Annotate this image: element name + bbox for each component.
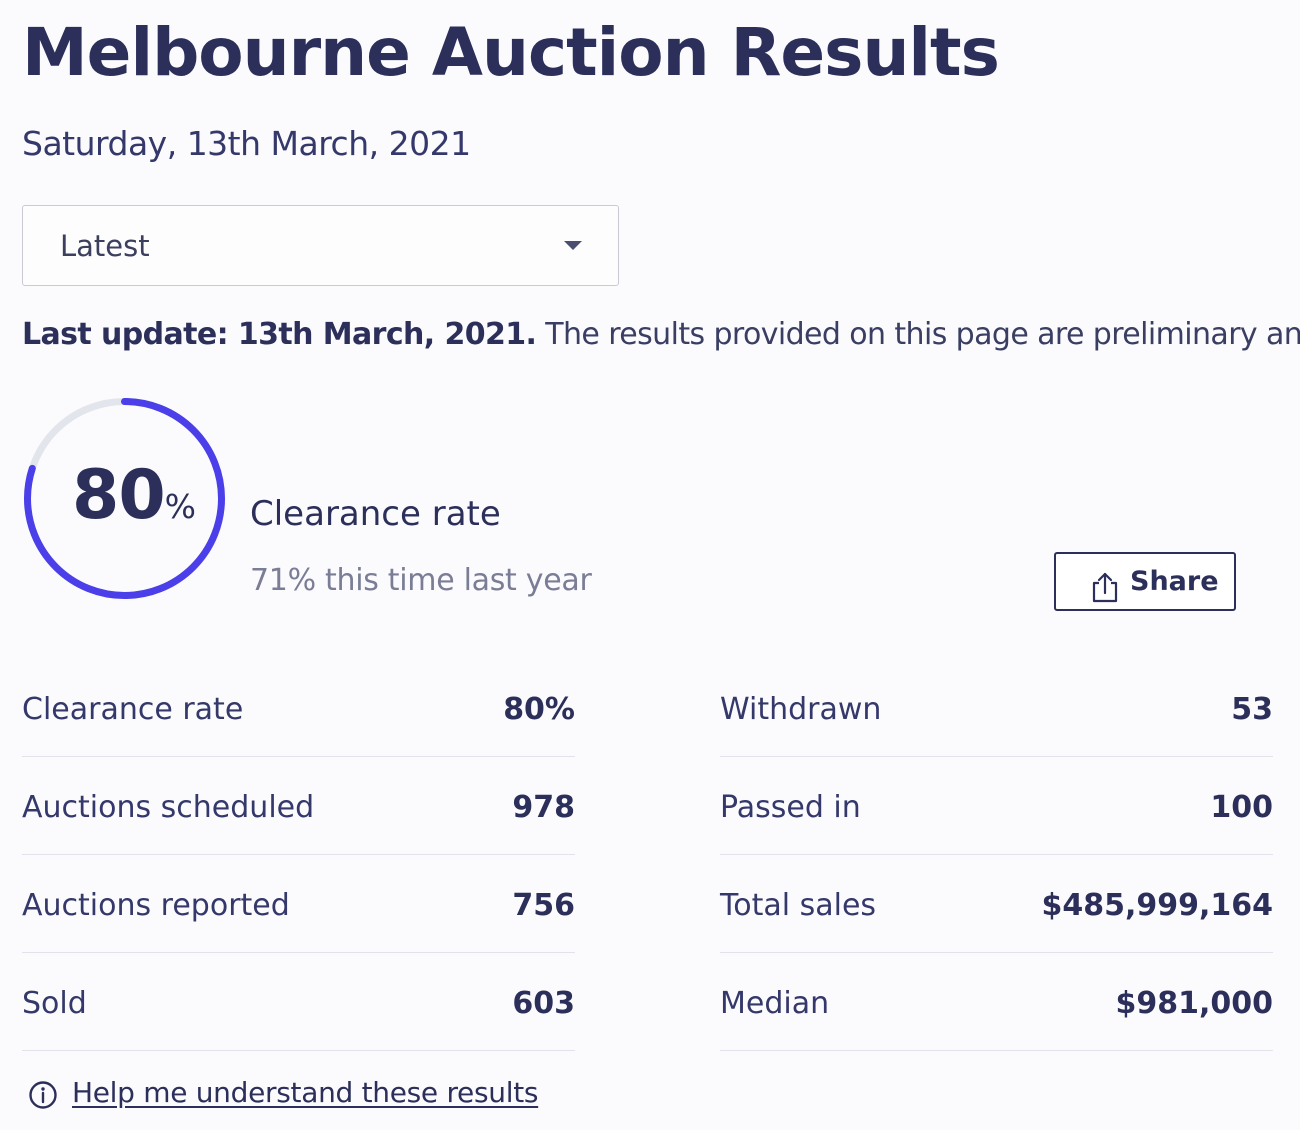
stats-table-right: Withdrawn 53 Passed in 100 Total sales $… <box>720 660 1273 1051</box>
clearance-rate-label: Clearance rate <box>250 494 501 534</box>
stat-row-auctions-reported: Auctions reported 756 <box>22 856 575 953</box>
stat-row-total-sales: Total sales $485,999,164 <box>720 856 1273 953</box>
stat-value: $485,999,164 <box>1041 888 1273 923</box>
stat-row-clearance-rate: Clearance rate 80% <box>22 660 575 757</box>
stat-label: Auctions reported <box>22 888 290 923</box>
share-button[interactable]: Share <box>1054 552 1236 611</box>
stat-label: Total sales <box>720 888 877 923</box>
auction-date: Saturday, 13th March, 2021 <box>22 124 471 163</box>
last-update-text: The results provided on this page are pr… <box>545 317 1300 352</box>
stat-label: Withdrawn <box>720 692 882 727</box>
stat-value: 978 <box>512 790 575 825</box>
page-title: Melbourne Auction Results <box>22 14 1000 91</box>
results-period-select[interactable]: Latest <box>22 205 619 286</box>
clearance-rate-big: 80% <box>72 456 196 535</box>
stat-row-passed-in: Passed in 100 <box>720 758 1273 855</box>
stat-label: Passed in <box>720 790 861 825</box>
last-update-date: Last update: 13th March, 2021. <box>22 317 537 352</box>
results-period-value: Latest <box>60 229 150 263</box>
stat-label: Auctions scheduled <box>22 790 315 825</box>
stat-value: $981,000 <box>1115 986 1273 1021</box>
stat-row-median: Median $981,000 <box>720 954 1273 1051</box>
clearance-rate-comparison: 71% this time last year <box>250 563 592 598</box>
share-icon <box>1092 572 1118 603</box>
gauge-progress-arc <box>24 398 225 599</box>
last-update-notice: Last update: 13th March, 2021. The resul… <box>22 317 1300 352</box>
clearance-rate-gauge: 80% <box>22 396 227 601</box>
share-button-label: Share <box>1130 566 1219 597</box>
info-icon <box>29 1081 57 1109</box>
clearance-rate-unit: % <box>164 487 196 526</box>
clearance-rate-number: 80 <box>72 456 166 535</box>
stat-label: Sold <box>22 986 87 1021</box>
stat-label: Median <box>720 986 830 1021</box>
chevron-down-icon <box>564 241 582 250</box>
stats-table-left: Clearance rate 80% Auctions scheduled 97… <box>22 660 575 1051</box>
help-link-text[interactable]: Help me understand these results <box>72 1076 539 1109</box>
stat-row-sold: Sold 603 <box>22 954 575 1051</box>
stat-row-withdrawn: Withdrawn 53 <box>720 660 1273 757</box>
stat-value: 100 <box>1210 790 1273 825</box>
stat-value: 53 <box>1231 692 1273 727</box>
stat-value: 756 <box>512 888 575 923</box>
stat-value: 80% <box>503 692 575 727</box>
stat-value: 603 <box>512 986 575 1021</box>
stat-label: Clearance rate <box>22 692 244 727</box>
stat-row-auctions-scheduled: Auctions scheduled 978 <box>22 758 575 855</box>
clearance-rate-ring <box>24 398 225 599</box>
